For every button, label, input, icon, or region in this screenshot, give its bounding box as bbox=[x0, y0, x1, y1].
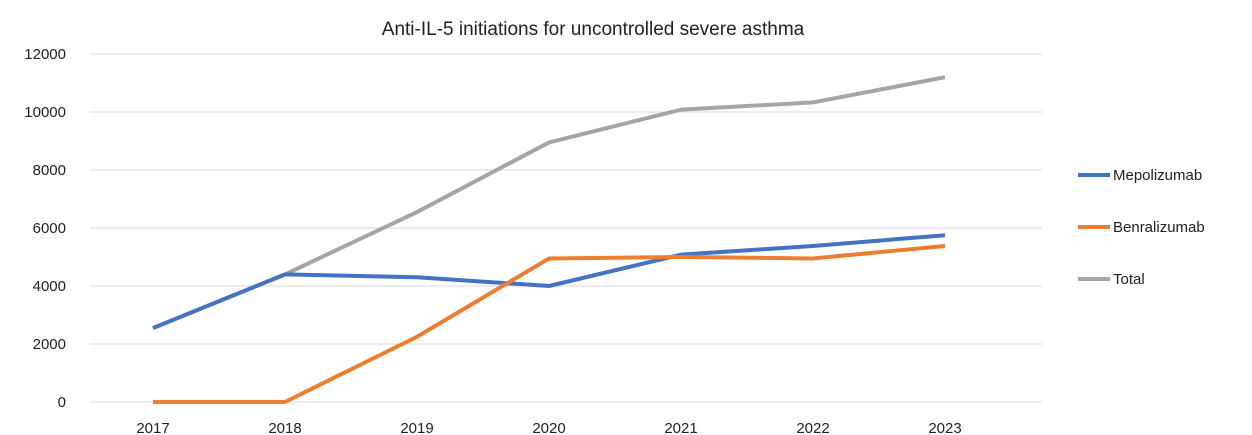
x-tick-label: 2019 bbox=[400, 420, 433, 435]
series-lines bbox=[152, 75, 946, 404]
y-tick-label: 2000 bbox=[33, 336, 66, 353]
y-tick-label: 6000 bbox=[33, 220, 66, 237]
legend-label-mepolizumab: Mepolizumab bbox=[1113, 167, 1202, 184]
x-tick-label: 2018 bbox=[268, 420, 301, 435]
x-axis-ticks: 2017 2018 2019 2020 2021 2022 2023 bbox=[136, 420, 961, 435]
legend-label-total: Total bbox=[1113, 271, 1145, 288]
series-line-total bbox=[152, 75, 946, 330]
x-tick-label: 2022 bbox=[796, 420, 829, 435]
y-tick-label: 8000 bbox=[33, 162, 66, 179]
y-tick-label: 0 bbox=[58, 394, 66, 411]
series-line-mepolizumab bbox=[152, 233, 946, 330]
y-tick-label: 12000 bbox=[24, 46, 66, 63]
legend-label-benralizumab: Benralizumab bbox=[1113, 219, 1205, 236]
y-tick-label: 10000 bbox=[24, 104, 66, 121]
x-tick-label: 2017 bbox=[136, 420, 169, 435]
chart-title: Anti-IL-5 initiations for uncontrolled s… bbox=[382, 19, 805, 40]
gridlines bbox=[90, 53, 1042, 403]
legend: Mepolizumab Benralizumab Total bbox=[1078, 167, 1205, 288]
y-axis-ticks: 0 2000 4000 6000 8000 10000 12000 bbox=[24, 46, 66, 411]
y-tick-label: 4000 bbox=[33, 278, 66, 295]
series-line-benralizumab bbox=[153, 243, 946, 404]
x-tick-label: 2020 bbox=[532, 420, 565, 435]
x-tick-label: 2023 bbox=[928, 420, 961, 435]
x-tick-label: 2021 bbox=[664, 420, 697, 435]
